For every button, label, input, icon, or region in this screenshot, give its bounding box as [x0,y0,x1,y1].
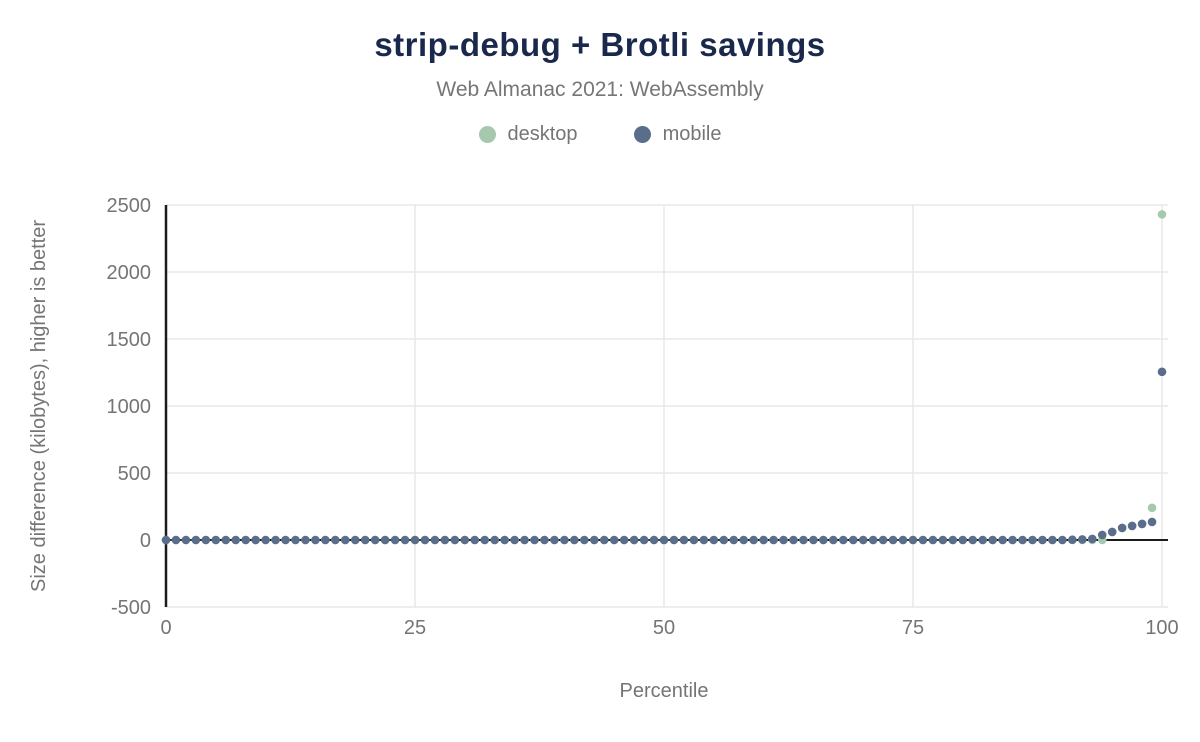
svg-text:75: 75 [902,617,924,639]
svg-text:50: 50 [653,617,675,639]
legend-item-mobile: mobile [633,123,722,146]
svg-text:500: 500 [118,463,151,485]
legend-label-mobile: mobile [662,123,722,145]
svg-text:-500: -500 [111,597,151,619]
chart-title: strip-debug + Brotli savings [374,26,826,63]
svg-text:2000: 2000 [107,262,152,284]
desktop-swatch-icon [478,126,496,143]
svg-text:2500: 2500 [107,195,152,217]
svg-text:0: 0 [140,530,151,552]
legend-label-desktop: desktop [507,123,578,145]
mobile-swatch-icon [633,126,651,143]
svg-text:Percentile: Percentile [620,680,709,702]
svg-text:1000: 1000 [107,396,152,418]
svg-text:1500: 1500 [107,329,152,351]
chart-subtitle: Web Almanac 2021: WebAssembly [436,78,764,101]
svg-text:0: 0 [160,617,171,639]
legend: desktop mobile [0,123,1200,146]
legend-item-desktop: desktop [478,123,578,146]
svg-text:25: 25 [404,617,426,639]
chart-canvas: 2500 2000 1500 1000 500 0 -500 0 25 50 75 100 Size d… [28,195,1179,702]
svg-text:100: 100 [1145,617,1178,639]
svg-text:Size difference (kilobytes), h: Size difference (kilobytes), higher is b… [28,220,50,592]
